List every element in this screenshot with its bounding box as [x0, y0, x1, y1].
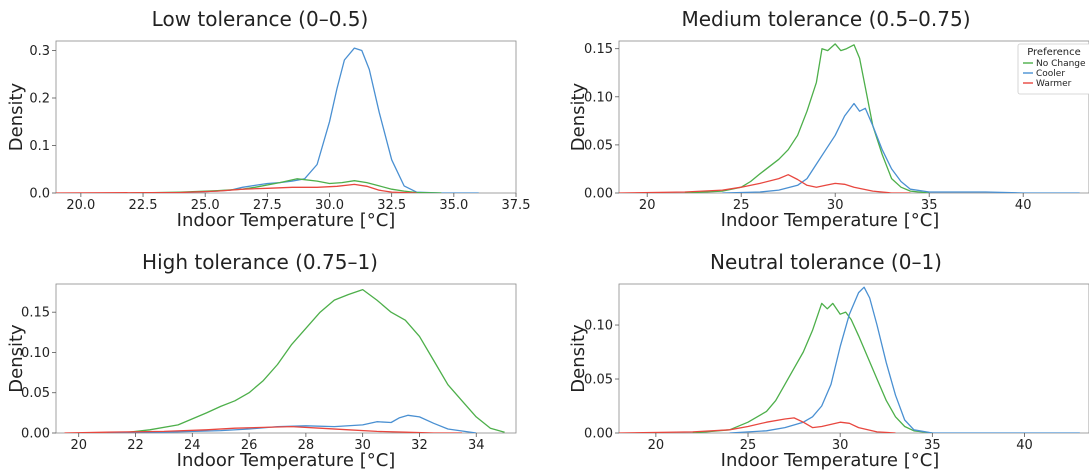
series-line-cooler: [107, 414, 477, 433]
series-line-warmer: [619, 417, 896, 433]
x-tick-label: 35.0: [439, 198, 468, 213]
series-line-no-change: [692, 302, 933, 433]
x-tick-label: 25.0: [191, 198, 220, 213]
axes-frame: [55, 40, 517, 194]
y-tick-label: 0.15: [21, 306, 50, 321]
legend-box: [1017, 43, 1089, 95]
x-axis-label: Indoor Temperature [°C]: [721, 450, 940, 471]
x-tick-label: 22.5: [129, 198, 158, 213]
x-tick-label: 35: [921, 198, 938, 213]
x-tick-label: 30: [827, 198, 844, 213]
x-tick-label: 26: [241, 438, 258, 453]
panel-title: High tolerance (0.75–1): [142, 250, 378, 274]
x-tick-label: 30: [354, 438, 371, 453]
y-tick-label: 0.00: [584, 187, 613, 202]
y-tick-label: 0.10: [584, 90, 613, 105]
legend-entry: Warmer: [1036, 79, 1072, 89]
y-tick-label: 0.05: [21, 386, 50, 401]
x-tick-label: 22: [127, 438, 144, 453]
panel-2: Medium tolerance (0.5–0.75) 20 25 30 35 40 0.0…: [568, 7, 1089, 231]
x-tick-label: 27.5: [253, 198, 282, 213]
series-line-no-change: [684, 43, 930, 193]
y-axis-label: Density: [568, 324, 589, 393]
y-tick-label: 0.05: [584, 373, 613, 388]
y-tick-label: 0.00: [584, 427, 613, 442]
y-tick-label: 0.00: [21, 427, 50, 442]
x-axis-label: Indoor Temperature [°C]: [177, 210, 396, 231]
x-tick-label: 34: [468, 438, 485, 453]
panel-3: High tolerance (0.75–1) 20 22 24 26 28 30 32 34 0…: [6, 250, 517, 471]
legend-entry: Cooler: [1036, 69, 1065, 79]
y-axis-label: Density: [6, 82, 27, 151]
x-tick-label: 40: [1016, 438, 1033, 453]
legend-entry: No Change: [1036, 59, 1086, 69]
x-tick-label: 24: [184, 438, 201, 453]
y-tick-label: 0.3: [29, 44, 50, 59]
series-line-no-change: [130, 178, 442, 193]
series-line-warmer: [56, 183, 417, 193]
panel-title: Neutral tolerance (0–1): [710, 250, 942, 274]
series-line-cooler: [729, 286, 1080, 433]
axes-frame: [55, 283, 517, 434]
x-tick-label: 35: [924, 438, 941, 453]
legend-title: Preference: [1027, 47, 1081, 58]
x-axis-label: Indoor Temperature [°C]: [177, 450, 396, 471]
y-tick-label: 0.05: [584, 138, 613, 153]
x-tick-label: 32: [411, 438, 428, 453]
x-tick-label: 25: [733, 198, 750, 213]
x-tick-label: 37.5: [502, 198, 531, 213]
panel-title: Low tolerance (0–0.5): [152, 7, 369, 31]
axes-frame: [618, 283, 1089, 434]
x-tick-label: 20: [639, 198, 656, 213]
axes-frame: [618, 40, 1089, 194]
x-tick-label: 30: [832, 438, 849, 453]
y-tick-label: 0.10: [584, 319, 613, 334]
x-tick-label: 30.0: [315, 198, 344, 213]
panel-title: Medium tolerance (0.5–0.75): [681, 7, 970, 31]
series-line-no-change: [121, 288, 505, 433]
x-axis-label: Indoor Temperature [°C]: [721, 210, 940, 231]
x-tick-label: 20: [70, 438, 87, 453]
y-tick-label: 0.0: [29, 187, 50, 202]
x-tick-label: 28: [298, 438, 315, 453]
series-line-cooler: [142, 47, 479, 193]
series-line-warmer: [64, 425, 462, 433]
x-tick-label: 32.5: [377, 198, 406, 213]
panel-1: Low tolerance (0–0.5) 20.0 22.5 25.0 27.5 30.…: [6, 7, 530, 231]
series-line-warmer: [619, 174, 911, 193]
y-axis-label: Density: [6, 324, 27, 393]
x-tick-label: 25: [740, 438, 757, 453]
y-tick-label: 0.15: [584, 42, 613, 57]
y-axis-label: Density: [568, 82, 589, 151]
x-tick-label: 40: [1015, 198, 1032, 213]
y-tick-label: 0.2: [29, 92, 50, 107]
y-tick-label: 0.1: [29, 139, 50, 154]
panel-4: Neutral tolerance (0–1) 20 25 30 35 40 0.00 0.0…: [568, 250, 1089, 471]
x-tick-label: 20: [648, 438, 665, 453]
y-tick-label: 0.10: [21, 346, 50, 361]
series-line-cooler: [722, 102, 1080, 193]
x-tick-label: 20.0: [66, 198, 95, 213]
